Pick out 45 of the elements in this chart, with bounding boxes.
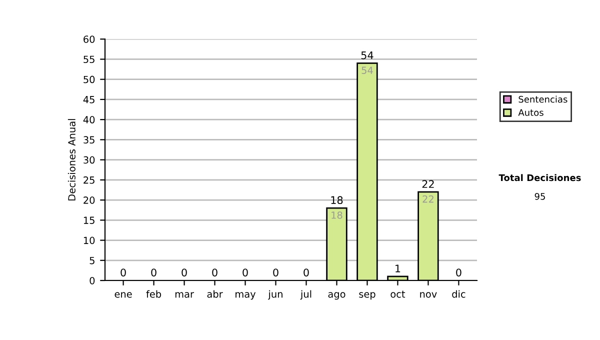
y-tick-label: 60 — [84, 36, 95, 43]
x-tick-label: feb — [146, 290, 162, 298]
total-label: 0 — [120, 268, 126, 276]
y-tick-label: 45 — [83, 96, 94, 104]
y-tick-label: 10 — [84, 236, 95, 244]
y-tick-label: 50 — [84, 76, 95, 84]
data-label: 54 — [362, 66, 373, 74]
x-tick-label: oct — [390, 290, 406, 298]
y-tick-label: 25 — [84, 176, 94, 184]
total-label: 0 — [456, 268, 462, 276]
y-tick-label: 20 — [84, 196, 95, 204]
y-tick-label: 35 — [84, 136, 94, 144]
text: 95 — [534, 192, 545, 200]
x-tick-label: may — [236, 292, 256, 300]
y-tick-label: 5 — [90, 256, 94, 264]
x-tick-label: mar — [175, 292, 194, 298]
legend-label: Sentencias — [518, 96, 568, 103]
x-tick-label: jul — [300, 290, 312, 300]
total-label: 0 — [242, 268, 248, 276]
text: Total Decisiones — [498, 174, 581, 182]
total-label: 0 — [151, 268, 156, 276]
data-label: 22 — [422, 195, 434, 203]
x-tick-label: nov — [420, 292, 437, 298]
data-label: 18 — [332, 211, 342, 219]
total-label: 0 — [273, 268, 278, 276]
y-tick-label: 55 — [84, 56, 94, 64]
x-tick-label: abr — [207, 290, 223, 298]
x-tick-label: sep — [359, 292, 376, 300]
y-tick-label: 0 — [90, 276, 95, 284]
y-tick-label: 40 — [83, 116, 95, 124]
x-tick-label: ago — [328, 292, 346, 300]
x-tick-label: ene — [114, 292, 132, 298]
total-label: 1 — [396, 264, 400, 272]
y-axis-title: Decisiones Anual — [68, 119, 76, 200]
x-tick-label: jun — [268, 290, 282, 300]
y-tick-label: 15 — [84, 216, 94, 224]
legend-label: Autos — [518, 109, 544, 116]
total-label: 0 — [182, 268, 187, 276]
total-label: 0 — [212, 268, 218, 276]
x-tick-label: dic — [452, 290, 466, 298]
total-label: 18 — [331, 196, 343, 204]
total-label: 54 — [361, 51, 374, 60]
total-label: 0 — [304, 268, 309, 276]
total-label: 22 — [422, 180, 434, 188]
y-tick-label: 30 — [84, 156, 95, 164]
